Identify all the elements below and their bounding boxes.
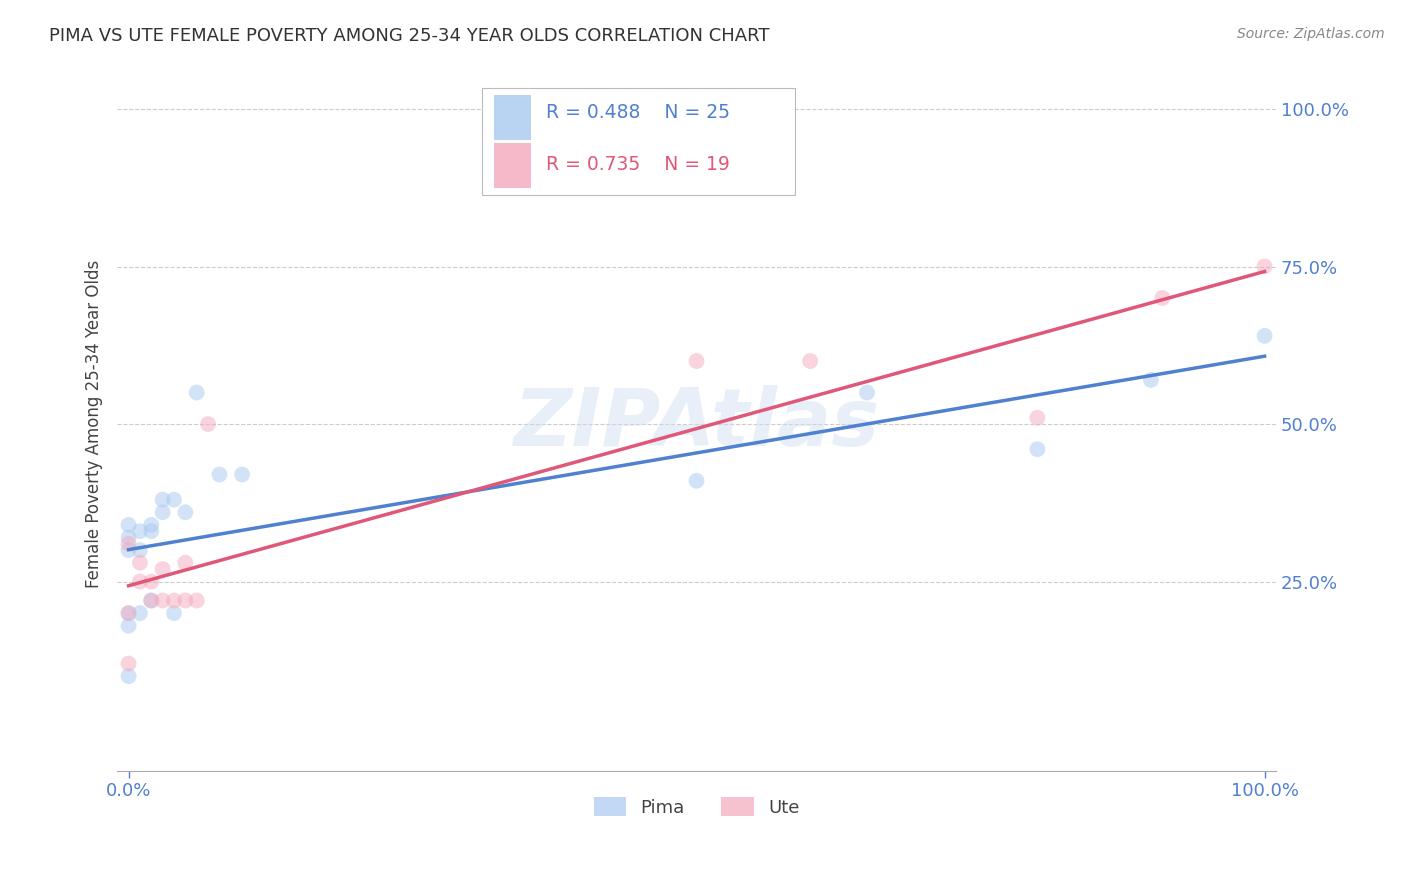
Point [174,556,197,570]
Y-axis label: Female Poverty Among 25-34 Year Olds: Female Poverty Among 25-34 Year Olds [86,260,103,588]
Point [685,354,707,368]
Text: Source: ZipAtlas.com: Source: ZipAtlas.com [1237,27,1385,41]
Point [186,593,208,607]
Point [197,417,219,431]
Text: R = 0.735    N = 19: R = 0.735 N = 19 [546,154,730,174]
Text: PIMA VS UTE FEMALE POVERTY AMONG 25-34 YEAR OLDS CORRELATION CHART: PIMA VS UTE FEMALE POVERTY AMONG 25-34 Y… [49,27,769,45]
Point [1253,328,1275,343]
Point [129,543,152,558]
Point [117,537,139,551]
Point [186,385,208,400]
Point [163,606,186,620]
Point [163,593,186,607]
Point [129,524,152,539]
Point [117,543,139,558]
Point [141,574,163,589]
Point [152,593,174,607]
Point [117,619,139,633]
Point [117,606,139,620]
Point [141,524,163,539]
Point [129,574,152,589]
Point [129,556,152,570]
Bar [494,95,531,140]
Text: R = 0.488    N = 25: R = 0.488 N = 25 [546,103,730,121]
Legend: Pima, Ute: Pima, Ute [586,790,807,824]
Point [152,505,174,519]
Point [117,657,139,671]
Point [163,492,186,507]
Point [117,669,139,683]
Point [141,517,163,532]
Point [1026,410,1049,425]
Point [1140,373,1163,387]
Point [1253,260,1275,274]
Point [141,593,163,607]
Point [231,467,253,482]
Point [799,354,821,368]
Text: ZIPAtlas: ZIPAtlas [513,385,880,463]
Point [117,531,139,545]
Point [129,606,152,620]
Point [1026,442,1049,457]
Bar [494,144,531,188]
Point [174,593,197,607]
Point [685,474,707,488]
Point [174,505,197,519]
Point [152,562,174,576]
Point [208,467,231,482]
Point [117,517,139,532]
Point [117,606,139,620]
Point [856,385,879,400]
FancyBboxPatch shape [482,87,794,195]
Point [152,492,174,507]
Point [141,593,163,607]
Point [1152,291,1174,305]
